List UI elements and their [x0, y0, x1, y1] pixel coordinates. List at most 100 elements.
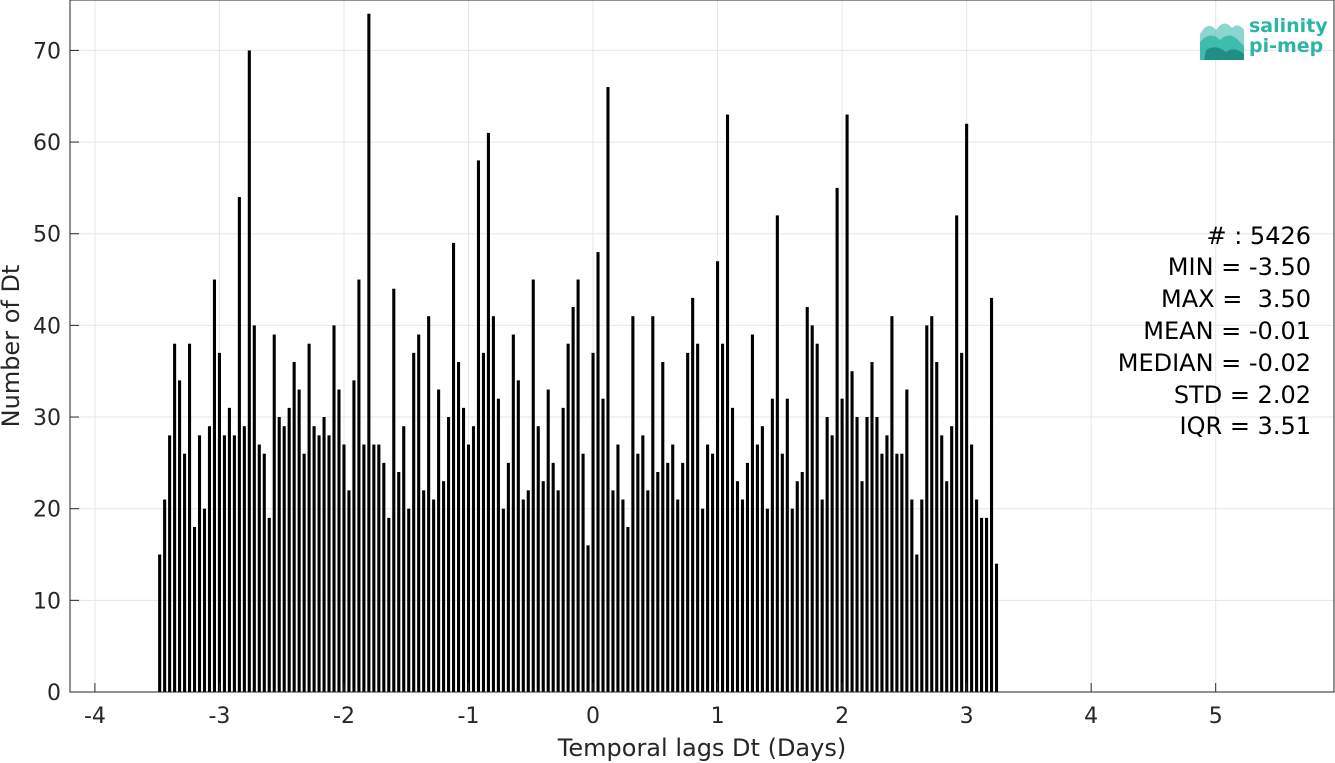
histogram-bar — [880, 453, 884, 692]
histogram-bar — [447, 417, 451, 692]
histogram-bar — [740, 499, 745, 692]
histogram-bar — [586, 545, 590, 692]
histogram-bar — [965, 123, 969, 693]
y-tick-label: 60 — [33, 131, 61, 156]
histogram-bar — [885, 435, 889, 692]
histogram-bar — [178, 380, 182, 692]
histogram-bar — [631, 316, 635, 692]
histogram-bar — [207, 426, 212, 692]
histogram-bar — [875, 417, 879, 692]
x-tick-label: 2 — [835, 704, 849, 729]
histogram-bar — [646, 490, 650, 692]
histogram-bar — [960, 352, 964, 692]
y-ticks: 0 10 20 30 40 50 60 70 — [33, 39, 79, 706]
y-tick-label: 0 — [47, 681, 61, 706]
histogram-bar — [387, 517, 391, 692]
histogram-bar — [895, 453, 899, 692]
histogram-bar — [825, 417, 829, 692]
histogram-bar — [163, 499, 167, 692]
histogram-bar — [377, 444, 381, 692]
histogram-bar — [745, 462, 749, 692]
histogram-bar — [840, 398, 844, 692]
histogram-bar — [491, 316, 495, 692]
histogram-bar — [506, 462, 510, 692]
histogram-bar — [716, 261, 720, 692]
histogram-bar — [442, 481, 446, 692]
histogram-bar — [531, 279, 535, 692]
x-ticks: -4 -3 -2 -1 0 1 2 3 4 5 — [84, 683, 1223, 729]
histogram-bar — [955, 215, 959, 692]
histogram-bar — [302, 453, 306, 692]
histogram-bar — [427, 316, 431, 692]
histogram-bar — [272, 334, 276, 692]
histogram-bar — [865, 417, 869, 692]
histogram-bar — [212, 279, 216, 692]
histogram-bar — [730, 407, 735, 692]
histogram-bar — [158, 554, 162, 692]
histogram-bar — [701, 508, 705, 692]
salinity-pimep-logo: salinity pi-mep — [1200, 15, 1328, 60]
histogram-bar — [407, 508, 411, 692]
histogram-bar — [397, 472, 401, 692]
histogram-bar — [232, 435, 236, 692]
histogram-bar — [481, 352, 485, 692]
histogram-bar — [810, 325, 814, 692]
histogram-bar — [980, 517, 984, 692]
histogram-bar — [581, 453, 585, 692]
histogram-bar — [940, 435, 944, 692]
histogram-bar — [317, 435, 321, 692]
histogram-bar — [367, 13, 371, 692]
histogram-bar — [392, 288, 396, 692]
histogram-bar — [242, 426, 246, 692]
histogram-bar — [596, 252, 600, 693]
x-tick-label: -2 — [333, 704, 355, 729]
histogram-bar — [402, 426, 406, 692]
histogram-bar — [725, 114, 730, 692]
histogram-bar — [422, 490, 426, 692]
histogram-bar — [466, 444, 471, 692]
histogram-bar — [800, 472, 804, 692]
histogram-bar — [173, 343, 177, 692]
histogram-bar — [521, 499, 525, 692]
histogram-bar — [815, 343, 819, 692]
stat-count: # : 5426 — [1206, 222, 1311, 250]
logo-line1: salinity — [1249, 15, 1328, 37]
histogram-bar — [342, 444, 346, 692]
histogram-bar — [666, 462, 670, 692]
histogram-bar — [676, 499, 680, 692]
x-tick-label: -3 — [208, 704, 230, 729]
x-tick-label: 3 — [960, 704, 974, 729]
histogram-bar — [735, 481, 740, 692]
histogram-bar — [556, 490, 560, 692]
histogram-bar — [755, 444, 759, 692]
histogram-bar — [197, 435, 202, 692]
x-tick-label: 4 — [1084, 704, 1098, 729]
histogram-bar — [257, 444, 261, 692]
histogram-bar — [626, 527, 630, 692]
axes-frame — [69, 0, 1335, 693]
y-tick-label: 20 — [33, 498, 61, 523]
histogram-bar — [476, 160, 481, 692]
histogram-bar — [661, 362, 665, 692]
histogram-bar — [820, 499, 824, 692]
histogram-bar — [227, 407, 231, 692]
histogram-bar — [765, 508, 769, 692]
histogram-bar — [850, 371, 854, 692]
histogram-bar — [417, 334, 421, 692]
histogram-bar — [671, 444, 675, 692]
stat-max: MAX = 3.50 — [1161, 285, 1311, 313]
histogram-bar — [616, 444, 620, 692]
y-axis-label: Number of Dt — [0, 265, 25, 428]
histogram-bar — [601, 398, 605, 692]
histogram-bar — [183, 453, 187, 692]
histogram-bar — [795, 481, 799, 692]
histogram-bar — [691, 297, 695, 692]
histogram-bar — [890, 316, 894, 692]
histogram-bar — [830, 435, 834, 692]
stat-std: STD = 2.02 — [1174, 381, 1311, 409]
stats-box: # : 5426 MIN = -3.50 MAX = 3.50 MEAN = -… — [1118, 222, 1311, 440]
histogram-bar — [930, 316, 934, 692]
histogram-bar — [760, 426, 764, 692]
histogram-bar — [332, 325, 336, 692]
histogram-bar — [222, 435, 226, 692]
